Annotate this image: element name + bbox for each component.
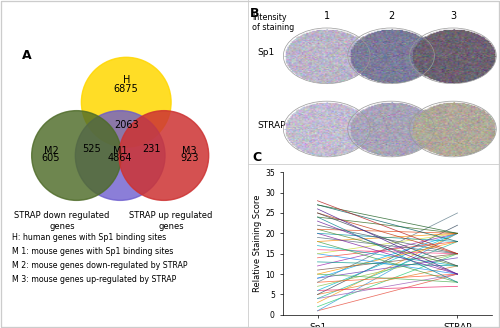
Text: 6875: 6875 [114, 84, 138, 94]
Circle shape [82, 57, 171, 147]
Text: M 3: mouse genes up-regulated by STRAP: M 3: mouse genes up-regulated by STRAP [12, 275, 176, 284]
Text: M1: M1 [113, 146, 128, 156]
Text: 1: 1 [324, 11, 330, 21]
Text: M 1: mouse genes with Sp1 binding sites: M 1: mouse genes with Sp1 binding sites [12, 247, 173, 256]
Text: 923: 923 [180, 153, 199, 163]
Text: 4864: 4864 [108, 153, 132, 163]
Text: 231: 231 [142, 144, 161, 154]
Text: 605: 605 [42, 153, 60, 163]
Text: 2063: 2063 [114, 120, 138, 130]
Circle shape [32, 111, 122, 200]
Text: H: human genes with Sp1 binding sites: H: human genes with Sp1 binding sites [12, 233, 166, 242]
Y-axis label: Relative Staining Score: Relative Staining Score [254, 195, 262, 292]
Circle shape [76, 111, 165, 200]
Text: STRAP up regulated
genes: STRAP up regulated genes [130, 211, 213, 231]
Text: M3: M3 [182, 146, 196, 156]
Text: Sp1: Sp1 [258, 48, 274, 57]
Text: A: A [22, 49, 32, 62]
Text: M2: M2 [44, 146, 59, 156]
Text: Intensity
of staining: Intensity of staining [252, 13, 294, 32]
Text: STRAP down regulated
genes: STRAP down regulated genes [14, 211, 110, 231]
Text: C: C [252, 152, 262, 164]
Text: 2: 2 [388, 11, 394, 21]
Text: STRAP: STRAP [258, 121, 286, 130]
Text: B: B [250, 7, 260, 19]
Text: M 2: mouse genes down-regulated by STRAP: M 2: mouse genes down-regulated by STRAP [12, 261, 188, 270]
Text: H: H [122, 75, 130, 85]
Text: 525: 525 [82, 144, 100, 154]
Text: 3: 3 [450, 11, 456, 21]
Circle shape [119, 111, 208, 200]
